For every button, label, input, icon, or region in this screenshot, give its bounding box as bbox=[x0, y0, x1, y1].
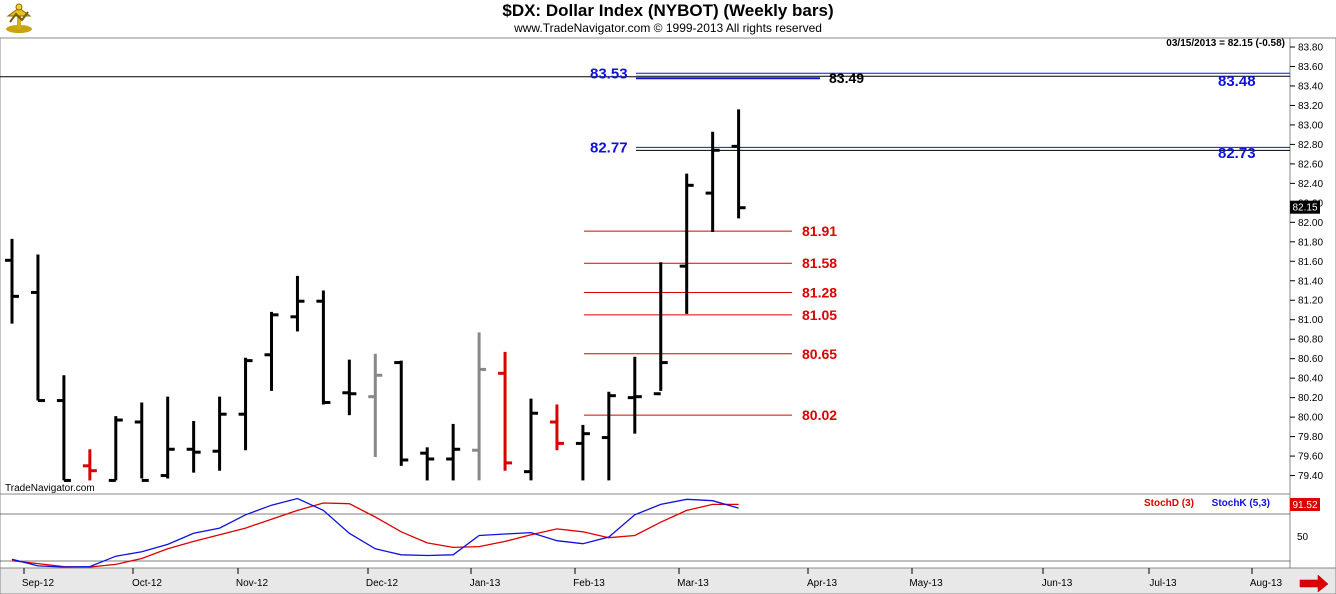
ohlc-bar bbox=[264, 311, 279, 391]
price-tick-label: 80.80 bbox=[1298, 335, 1323, 346]
stoch-axis-tick: 50 bbox=[1297, 532, 1309, 543]
price-tick-label: 80.00 bbox=[1298, 413, 1323, 424]
ohlc-bar bbox=[498, 351, 513, 471]
time-axis-label: Jan-13 bbox=[470, 578, 501, 589]
trade-navigator-logo-icon[interactable] bbox=[4, 2, 34, 34]
level-label: 80.65 bbox=[802, 346, 837, 362]
ohlc-bar bbox=[394, 360, 409, 466]
level-label: 81.28 bbox=[802, 284, 837, 300]
ohlc-bar bbox=[134, 402, 149, 482]
price-tick-label: 80.40 bbox=[1298, 374, 1323, 385]
watermark-text: TradeNavigator.com bbox=[5, 483, 95, 494]
price-tick-label: 81.40 bbox=[1298, 276, 1323, 287]
price-tick-label: 82.80 bbox=[1298, 140, 1323, 151]
ohlc-bar bbox=[731, 109, 746, 219]
price-tick-label: 83.60 bbox=[1298, 62, 1323, 73]
time-axis-labels: Sep-12 Oct-12 Nov-12 Dec-12 Jan-13 Feb-13 Mar-… bbox=[22, 568, 1283, 589]
price-axis-ticks: 83.80 83.60 83.40 83.20 83.00 82.80 82.60 82.40… bbox=[1290, 43, 1323, 482]
ohlc-bars bbox=[5, 109, 746, 482]
price-tick-label: 79.40 bbox=[1298, 471, 1323, 482]
ohlc-bar bbox=[212, 396, 227, 471]
ohlc-bar bbox=[316, 290, 331, 405]
ohlc-bar bbox=[524, 398, 538, 481]
ohlc-bar bbox=[160, 396, 175, 479]
ohlc-bar bbox=[5, 238, 19, 324]
stochd-legend: StochD (3) bbox=[1144, 498, 1194, 509]
price-tick-label: 79.60 bbox=[1298, 452, 1323, 463]
price-tick-label: 83.40 bbox=[1298, 81, 1323, 92]
price-tick-label: 82.00 bbox=[1298, 218, 1323, 229]
time-axis-label: Nov-12 bbox=[236, 578, 269, 589]
ohlc-bar bbox=[82, 449, 97, 481]
level-label: 80.02 bbox=[802, 407, 837, 423]
level-label: 81.58 bbox=[802, 255, 837, 271]
ohlc-bar bbox=[108, 416, 123, 482]
stoch-series-line bbox=[11, 502, 739, 568]
level-label: 82.73 bbox=[1218, 145, 1256, 162]
price-tick-label: 81.80 bbox=[1298, 237, 1323, 248]
time-axis-label: Dec-12 bbox=[366, 578, 399, 589]
ohlc-bar bbox=[653, 262, 668, 396]
price-tick-label: 83.20 bbox=[1298, 101, 1323, 112]
time-axis-frame bbox=[0, 567, 1336, 594]
level-label: 82.77 bbox=[590, 139, 628, 156]
level-label: 83.53 bbox=[590, 65, 628, 82]
price-tick-label: 83.80 bbox=[1298, 43, 1323, 54]
level-label: 81.05 bbox=[802, 307, 837, 323]
ohlc-bar bbox=[56, 375, 71, 482]
time-axis-label: Oct-12 bbox=[132, 578, 162, 589]
level-label: 81.91 bbox=[802, 223, 837, 239]
chart-title: $DX: Dollar Index (NYBOT) (Weekly bars) bbox=[502, 1, 834, 20]
time-axis-label: Sep-12 bbox=[22, 578, 55, 589]
price-tick-label: 81.20 bbox=[1298, 296, 1323, 307]
stochastic-lines bbox=[0, 497, 1290, 568]
stoch-last-value: 91.52 bbox=[1292, 500, 1317, 511]
price-tick-label: 80.60 bbox=[1298, 354, 1323, 365]
time-axis-label: Mar-13 bbox=[677, 578, 709, 589]
ohlc-bar bbox=[627, 356, 642, 434]
price-tick-label: 79.80 bbox=[1298, 432, 1323, 443]
scroll-right-arrow-icon[interactable] bbox=[1299, 574, 1329, 593]
ohlc-bar bbox=[186, 421, 201, 473]
level-label: 83.48 bbox=[1218, 73, 1256, 90]
price-tick-label: 83.00 bbox=[1298, 120, 1323, 131]
stoch-series-line bbox=[11, 497, 739, 568]
ohlc-bar bbox=[446, 423, 461, 481]
ohlc-bar bbox=[549, 404, 564, 451]
price-tick-label: 82.60 bbox=[1298, 159, 1323, 170]
time-axis-label: May-13 bbox=[909, 578, 943, 589]
ohlc-bar bbox=[705, 131, 720, 233]
price-tick-label: 82.40 bbox=[1298, 179, 1323, 190]
last-price-label: 82.15 bbox=[1292, 203, 1317, 214]
chart-header: $DX: Dollar Index (NYBOT) (Weekly bars) … bbox=[0, 0, 1336, 38]
ohlc-bar bbox=[290, 275, 305, 332]
last-price-badge: 82.15 bbox=[1290, 200, 1320, 214]
time-axis-label: Jul-13 bbox=[1149, 578, 1177, 589]
ohlc-bar bbox=[601, 391, 616, 481]
ohlc-bar bbox=[368, 353, 383, 458]
time-axis-label: Aug-13 bbox=[1250, 578, 1283, 589]
price-tick-label: 81.60 bbox=[1298, 257, 1323, 268]
ohlc-bar bbox=[575, 424, 590, 481]
chart-subtitle: www.TradeNavigator.com © 1999-2013 All r… bbox=[514, 21, 822, 35]
stochk-legend: StochK (5,3) bbox=[1212, 498, 1270, 509]
price-tick-label: 81.00 bbox=[1298, 315, 1323, 326]
ohlc-bar bbox=[420, 447, 435, 481]
ohlc-bar bbox=[342, 359, 357, 416]
ohlc-bar bbox=[30, 254, 45, 403]
time-axis-label: Feb-13 bbox=[573, 578, 605, 589]
price-tick-label: 80.20 bbox=[1298, 393, 1323, 404]
ohlc-bar bbox=[238, 357, 253, 451]
ohlc-bar bbox=[679, 173, 694, 314]
level-label: 83.49 bbox=[829, 70, 864, 86]
price-panel-frame bbox=[0, 37, 1291, 495]
last-quote-text: 03/15/2013 = 82.15 (-0.58) bbox=[1166, 38, 1285, 49]
time-axis-label: Jun-13 bbox=[1042, 578, 1073, 589]
ohlc-bar bbox=[472, 332, 487, 481]
stoch-value-badge: 91.52 bbox=[1290, 498, 1320, 511]
time-axis-label: Apr-13 bbox=[807, 578, 837, 589]
